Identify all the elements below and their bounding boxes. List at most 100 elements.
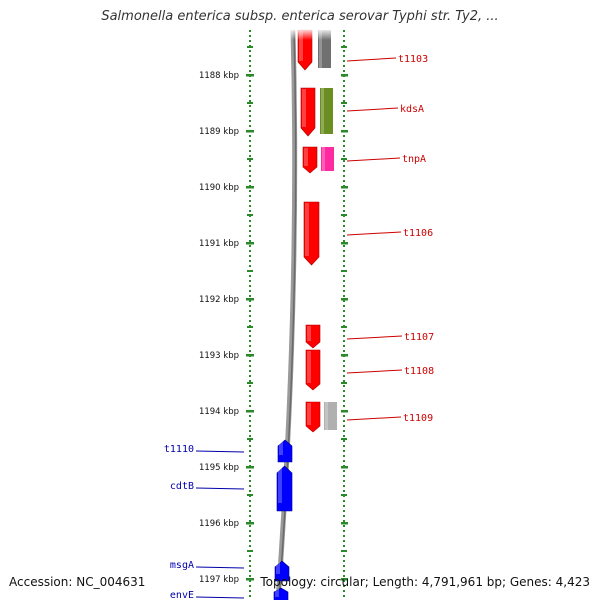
ruler-major-tick-left (246, 522, 254, 525)
gene-cdtB[interactable] (276, 465, 293, 512)
ruler-dot-left (249, 590, 251, 592)
ruler-major-tick-right (341, 130, 348, 133)
ruler-dot-left (249, 265, 251, 267)
ruler-dot-left (249, 415, 251, 417)
ruler-dot-left (249, 180, 251, 182)
ruler-dot-right (343, 575, 345, 577)
ruler-tick-label: 1190 kbp (199, 183, 239, 193)
gene-label-t1107[interactable]: t1107 (404, 332, 434, 343)
gene-label-t1109[interactable]: t1109 (403, 413, 433, 424)
ruler-dot-right (343, 105, 345, 107)
gene-envE[interactable] (273, 587, 289, 600)
ruler-dot-left (249, 595, 251, 597)
gene-label-tnpA[interactable]: tnpA (402, 154, 426, 165)
ruler-dot-right (343, 205, 345, 207)
gene-kdsA[interactable] (300, 87, 333, 137)
gene-t1109[interactable] (305, 401, 337, 433)
ruler-dot-left (249, 230, 251, 232)
gene-arrow-t1107[interactable] (305, 324, 321, 349)
gene-arrow-cdtB[interactable] (276, 465, 293, 512)
leader-line-envE (195, 596, 245, 599)
ruler-dot-left (249, 575, 251, 577)
gene-t1107[interactable] (305, 324, 321, 349)
ruler-dot-left (249, 245, 251, 247)
gene-label-t1103[interactable]: t1103 (398, 54, 428, 65)
ruler-dot-right (343, 100, 345, 102)
gene-label-t1110[interactable]: t1110 (164, 444, 194, 455)
gene-label-cdtB[interactable]: cdtB (170, 481, 194, 492)
ruler-dot-right (343, 560, 345, 562)
gene-arrow-envE[interactable] (273, 587, 289, 600)
gene-t1106[interactable] (303, 201, 320, 266)
ruler-dot-right (343, 330, 345, 332)
ruler-dot-left (249, 450, 251, 452)
gene-label-t1108[interactable]: t1108 (404, 366, 434, 377)
ruler-dot-right (343, 510, 345, 512)
ruler-dot-left (249, 340, 251, 342)
gene-t1108[interactable] (305, 349, 321, 391)
ruler-major-tick-left (246, 242, 254, 245)
ruler-dot-right (343, 435, 345, 437)
ruler-dot-left (249, 155, 251, 157)
ruler-dot-left (249, 295, 251, 297)
gene-arrow-t1110[interactable] (277, 439, 293, 463)
labels-group: t1103 kdsA tnpA t1106 t1107 t1108 t1109 t1110 cd… (164, 54, 434, 600)
ruler-major-tick-left (246, 466, 254, 469)
ruler-dot-right (343, 450, 345, 452)
leader-line-msgA (195, 566, 245, 569)
gene-arrow-t1109[interactable] (305, 401, 321, 433)
leader-line-t1106 (346, 231, 402, 236)
cog-block-kdsA[interactable] (320, 88, 333, 134)
ruler-dot-left (249, 90, 251, 92)
ruler-dot-right (343, 335, 345, 337)
ruler-dot-left (249, 555, 251, 557)
ruler-dot-right (343, 350, 345, 352)
gene-label-msgA[interactable]: msgA (170, 560, 194, 571)
cog-block-t1109[interactable] (324, 402, 337, 430)
ruler-dot-right (343, 515, 345, 517)
cog-block-tnpA[interactable] (321, 147, 334, 171)
ruler-dot-right (343, 160, 345, 162)
ruler-dot-right (343, 90, 345, 92)
gene-msgA[interactable] (274, 560, 290, 582)
ruler-dot-left (249, 65, 251, 67)
ruler-dot-right (343, 530, 345, 532)
gene-arrow-msgA[interactable] (274, 560, 290, 582)
gene-arrow-tnpA[interactable] (302, 146, 318, 174)
ruler-dot-left (249, 345, 251, 347)
gene-tnpA[interactable] (302, 146, 334, 174)
ruler-dot-right (343, 250, 345, 252)
gene-label-kdsA[interactable]: kdsA (400, 104, 424, 115)
ruler-dot-right (343, 455, 345, 457)
gene-t1110[interactable] (277, 439, 293, 463)
ruler-dot-left (249, 385, 251, 387)
leader-line-tnpA (346, 157, 401, 162)
ruler-dot-left (249, 305, 251, 307)
gene-arrow-t1106[interactable] (303, 201, 320, 266)
ruler-tick-label: 1197 kbp (199, 575, 239, 585)
ruler-dot-right (343, 135, 345, 137)
ruler-dot-right (343, 305, 345, 307)
ruler-major-tick-left (246, 298, 254, 301)
ruler-dot-right (343, 35, 345, 37)
ruler-tick-label: 1191 kbp (199, 239, 239, 249)
gene-label-envE[interactable]: envE (170, 590, 194, 600)
ruler-dot-right (343, 175, 345, 177)
ruler-dot-right (343, 490, 345, 492)
ruler-dot-right (343, 430, 345, 432)
ruler-dot-right (343, 440, 345, 442)
gene-arrow-kdsA[interactable] (300, 87, 316, 137)
ruler-dot-left (249, 285, 251, 287)
ruler-minor-tick-left (247, 326, 253, 328)
ruler-dot-right (343, 70, 345, 72)
ruler-dot-left (249, 80, 251, 82)
gene-highlight-envE (275, 589, 279, 597)
ruler-dot-right (343, 375, 345, 377)
gene-arrow-t1108[interactable] (305, 349, 321, 391)
gene-label-t1106[interactable]: t1106 (403, 228, 433, 239)
ruler-major-tick-left (246, 354, 254, 357)
ruler-dot-left (249, 125, 251, 127)
ruler-dot-left (249, 175, 251, 177)
ruler-dot-right (343, 425, 345, 427)
